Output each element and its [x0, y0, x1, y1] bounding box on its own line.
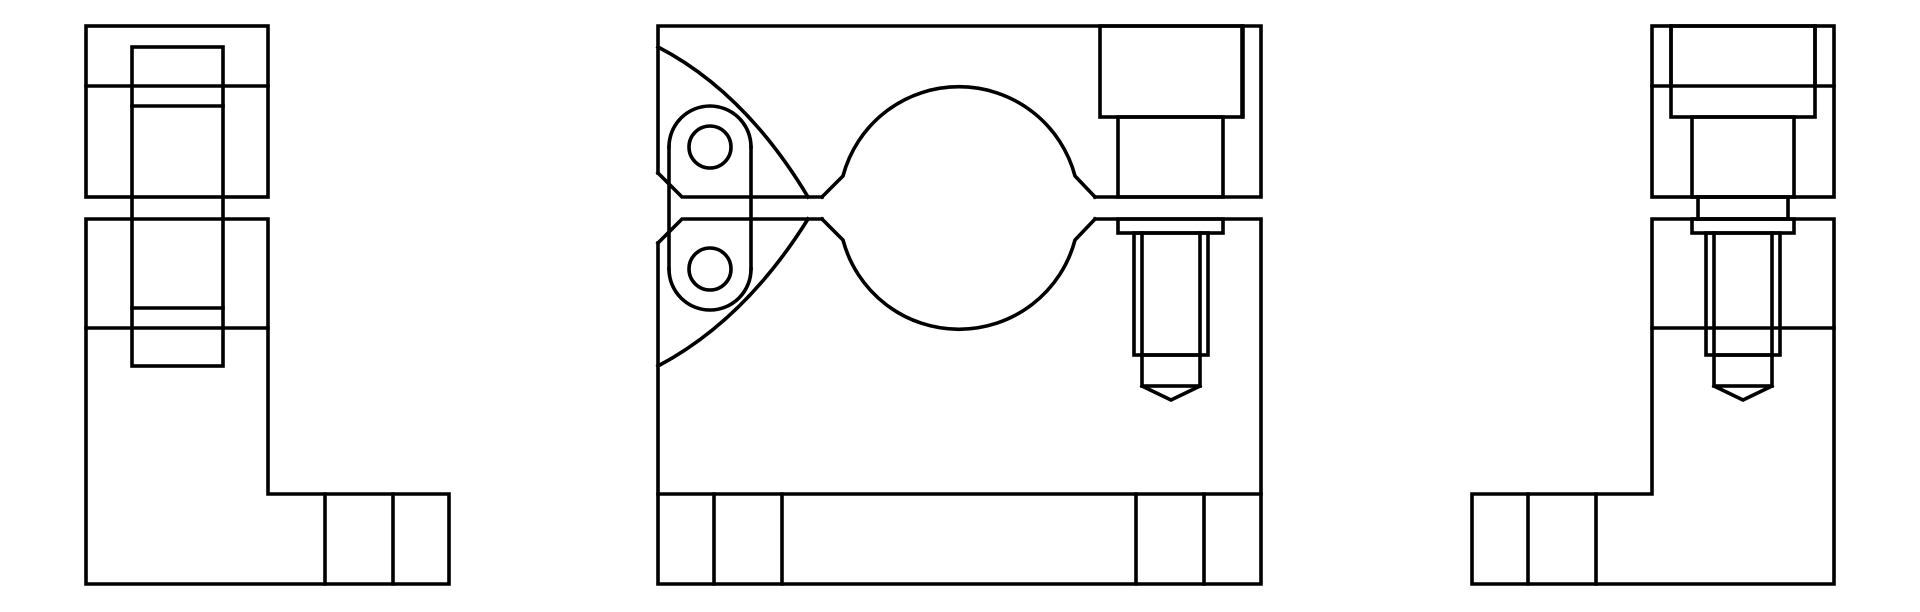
bolt-washer [1116, 217, 1225, 235]
right-view [1470, 24, 1836, 586]
pin-hole-lower [687, 246, 733, 292]
right-bolt-tip-shank [1712, 353, 1774, 388]
left-view [84, 24, 451, 586]
right-bolt-shank-upper [1690, 115, 1796, 199]
right-bolt-point [1711, 383, 1775, 402]
right-bolt-washer [1690, 217, 1796, 235]
front-view [655, 24, 1263, 586]
pin-slot-upper [667, 104, 753, 149]
bore-upper-arc [819, 85, 1098, 200]
bolt-threads [1132, 231, 1210, 357]
bolt-shank-upper [1116, 115, 1225, 199]
right-upper-block [1650, 24, 1836, 199]
pin-hole-upper [687, 124, 733, 170]
bolt-point [1139, 383, 1203, 402]
pin-slot-lower [667, 267, 753, 312]
bolt-head [1098, 24, 1244, 119]
right-bolt-neck [1696, 195, 1790, 221]
left-slot [130, 45, 225, 368]
left-lower-outline [84, 217, 451, 586]
right-bolt-head [1669, 24, 1817, 119]
upper-sweep-arc [655, 44, 811, 200]
lower-sweep-arc [655, 216, 811, 369]
bolt-tip-shank [1140, 353, 1202, 388]
left-upper-block [84, 24, 270, 199]
right-lower-outline [1470, 217, 1836, 586]
front-upper-outline [655, 24, 1263, 199]
bore-lower-arc [819, 216, 1098, 331]
right-bolt-threads [1704, 231, 1782, 357]
